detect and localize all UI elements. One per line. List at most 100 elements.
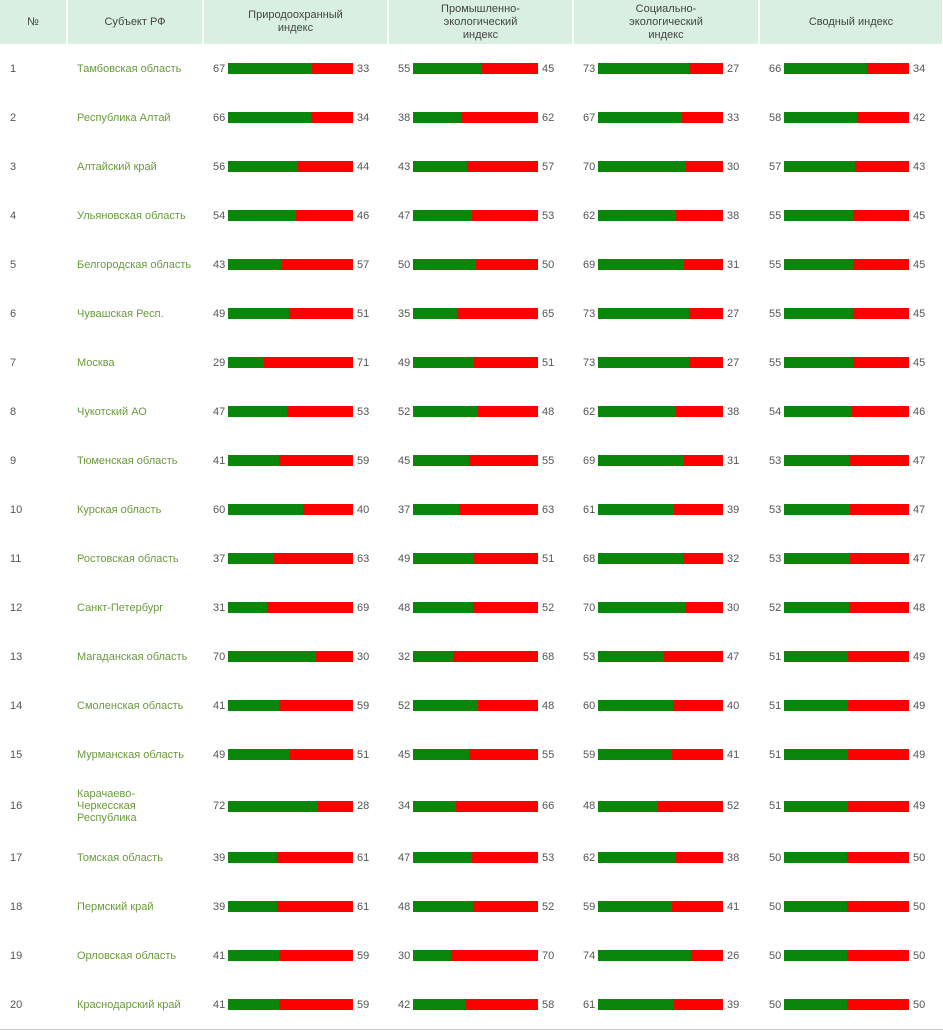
positive-segment (784, 63, 867, 74)
negative-segment (671, 901, 723, 912)
positive-segment (413, 800, 456, 812)
index-bar-group: 55 45 (769, 308, 943, 320)
negative-value: 57 (542, 160, 555, 173)
index-cell: 39 61 (203, 882, 388, 931)
index-bar (784, 161, 909, 172)
table-row: 20 Краснодарский край 41 59 42 58 61 39 50 50 (0, 980, 943, 1030)
positive-value: 51 (769, 748, 782, 761)
negative-segment (664, 651, 723, 662)
positive-segment (598, 999, 675, 1010)
index-bar-group: 30 70 (398, 950, 573, 962)
negative-segment (473, 901, 538, 912)
index-bar-group: 52 48 (398, 700, 573, 712)
region-name: Курская область (77, 503, 162, 516)
index-bar (228, 651, 353, 662)
index-cell: 73 27 (573, 289, 759, 338)
region-name: Краснодарский край (67, 980, 203, 1030)
negative-segment (846, 999, 909, 1010)
negative-value: 48 (542, 699, 555, 712)
index-cell: 50 50 (759, 882, 943, 931)
positive-value: 50 (769, 900, 782, 913)
region-name: Мурманская область (77, 748, 184, 761)
negative-segment (685, 161, 723, 172)
negative-value: 48 (542, 405, 555, 418)
positive-value: 55 (769, 356, 782, 369)
positive-value: 41 (213, 998, 226, 1011)
positive-segment (228, 950, 280, 961)
negative-segment (289, 749, 353, 760)
positive-value: 57 (769, 160, 782, 173)
index-cell: 62 38 (573, 387, 759, 436)
row-number: 20 (0, 980, 67, 1030)
index-bar (228, 800, 353, 812)
negative-segment (852, 308, 909, 319)
positive-value: 49 (398, 552, 411, 565)
index-bar-group: 45 55 (398, 749, 573, 761)
positive-segment (413, 700, 478, 711)
negative-segment (675, 406, 723, 417)
negative-segment (460, 112, 538, 123)
index-bar-group: 31 69 (213, 602, 388, 614)
index-bar-group: 34 66 (398, 800, 573, 812)
index-cell: 48 52 (573, 779, 759, 833)
negative-value: 43 (913, 160, 926, 173)
negative-value: 55 (542, 748, 555, 761)
index-cell: 43 57 (203, 240, 388, 289)
negative-value: 45 (913, 209, 926, 222)
positive-value: 47 (398, 209, 411, 222)
positive-segment (228, 161, 298, 172)
index-cell: 45 55 (388, 730, 573, 779)
positive-value: 70 (583, 160, 596, 173)
positive-value: 48 (583, 800, 596, 812)
positive-value: 35 (398, 307, 411, 320)
index-bar (784, 800, 909, 812)
negative-value: 59 (357, 949, 370, 962)
index-bar-group: 70 30 (583, 602, 759, 614)
region-name: Санкт-Петербург (77, 601, 164, 614)
negative-segment (276, 852, 353, 863)
row-number: 16 (10, 800, 23, 812)
positive-value: 37 (398, 503, 411, 516)
index-bar (228, 504, 353, 515)
positive-value: 62 (583, 405, 596, 418)
index-cell: 29 71 (203, 338, 388, 387)
negative-value: 30 (727, 601, 740, 614)
positive-value: 55 (398, 62, 411, 75)
index-cell: 49 51 (388, 338, 573, 387)
row-number: 6 (10, 307, 17, 320)
positive-value: 56 (213, 160, 226, 173)
index-bar (784, 901, 909, 912)
index-bar-group: 73 27 (583, 357, 759, 369)
negative-segment (289, 308, 353, 319)
index-cell: 37 63 (388, 485, 573, 534)
column-header: Природоохранный индекс (203, 0, 389, 44)
index-bar-group: 29 71 (213, 357, 388, 369)
positive-segment (598, 901, 672, 912)
index-cell: 66 34 (203, 93, 388, 142)
positive-value: 51 (769, 800, 782, 812)
positive-value: 50 (769, 949, 782, 962)
negative-value: 26 (727, 949, 740, 962)
index-cell: 41 59 (203, 436, 388, 485)
negative-value: 40 (727, 699, 740, 712)
positive-segment (784, 259, 853, 270)
positive-value: 73 (583, 307, 596, 320)
negative-segment (674, 999, 723, 1010)
index-cell: 70 30 (203, 632, 388, 681)
row-number: 15 (10, 748, 23, 761)
negative-segment (455, 800, 538, 812)
index-cell: 58 42 (759, 93, 943, 142)
index-bar (784, 210, 909, 221)
positive-value: 50 (769, 851, 782, 864)
index-cell: 53 47 (759, 436, 943, 485)
index-bar-group: 50 50 (769, 901, 943, 913)
index-cell: 55 45 (759, 240, 943, 289)
negative-value: 49 (913, 748, 926, 761)
index-bar (598, 651, 723, 662)
positive-value: 51 (769, 650, 782, 663)
positive-segment (413, 308, 457, 319)
index-cell: 38 62 (388, 93, 573, 142)
index-cell: 61 39 (573, 980, 759, 1030)
positive-segment (413, 455, 470, 466)
positive-value: 54 (769, 405, 782, 418)
